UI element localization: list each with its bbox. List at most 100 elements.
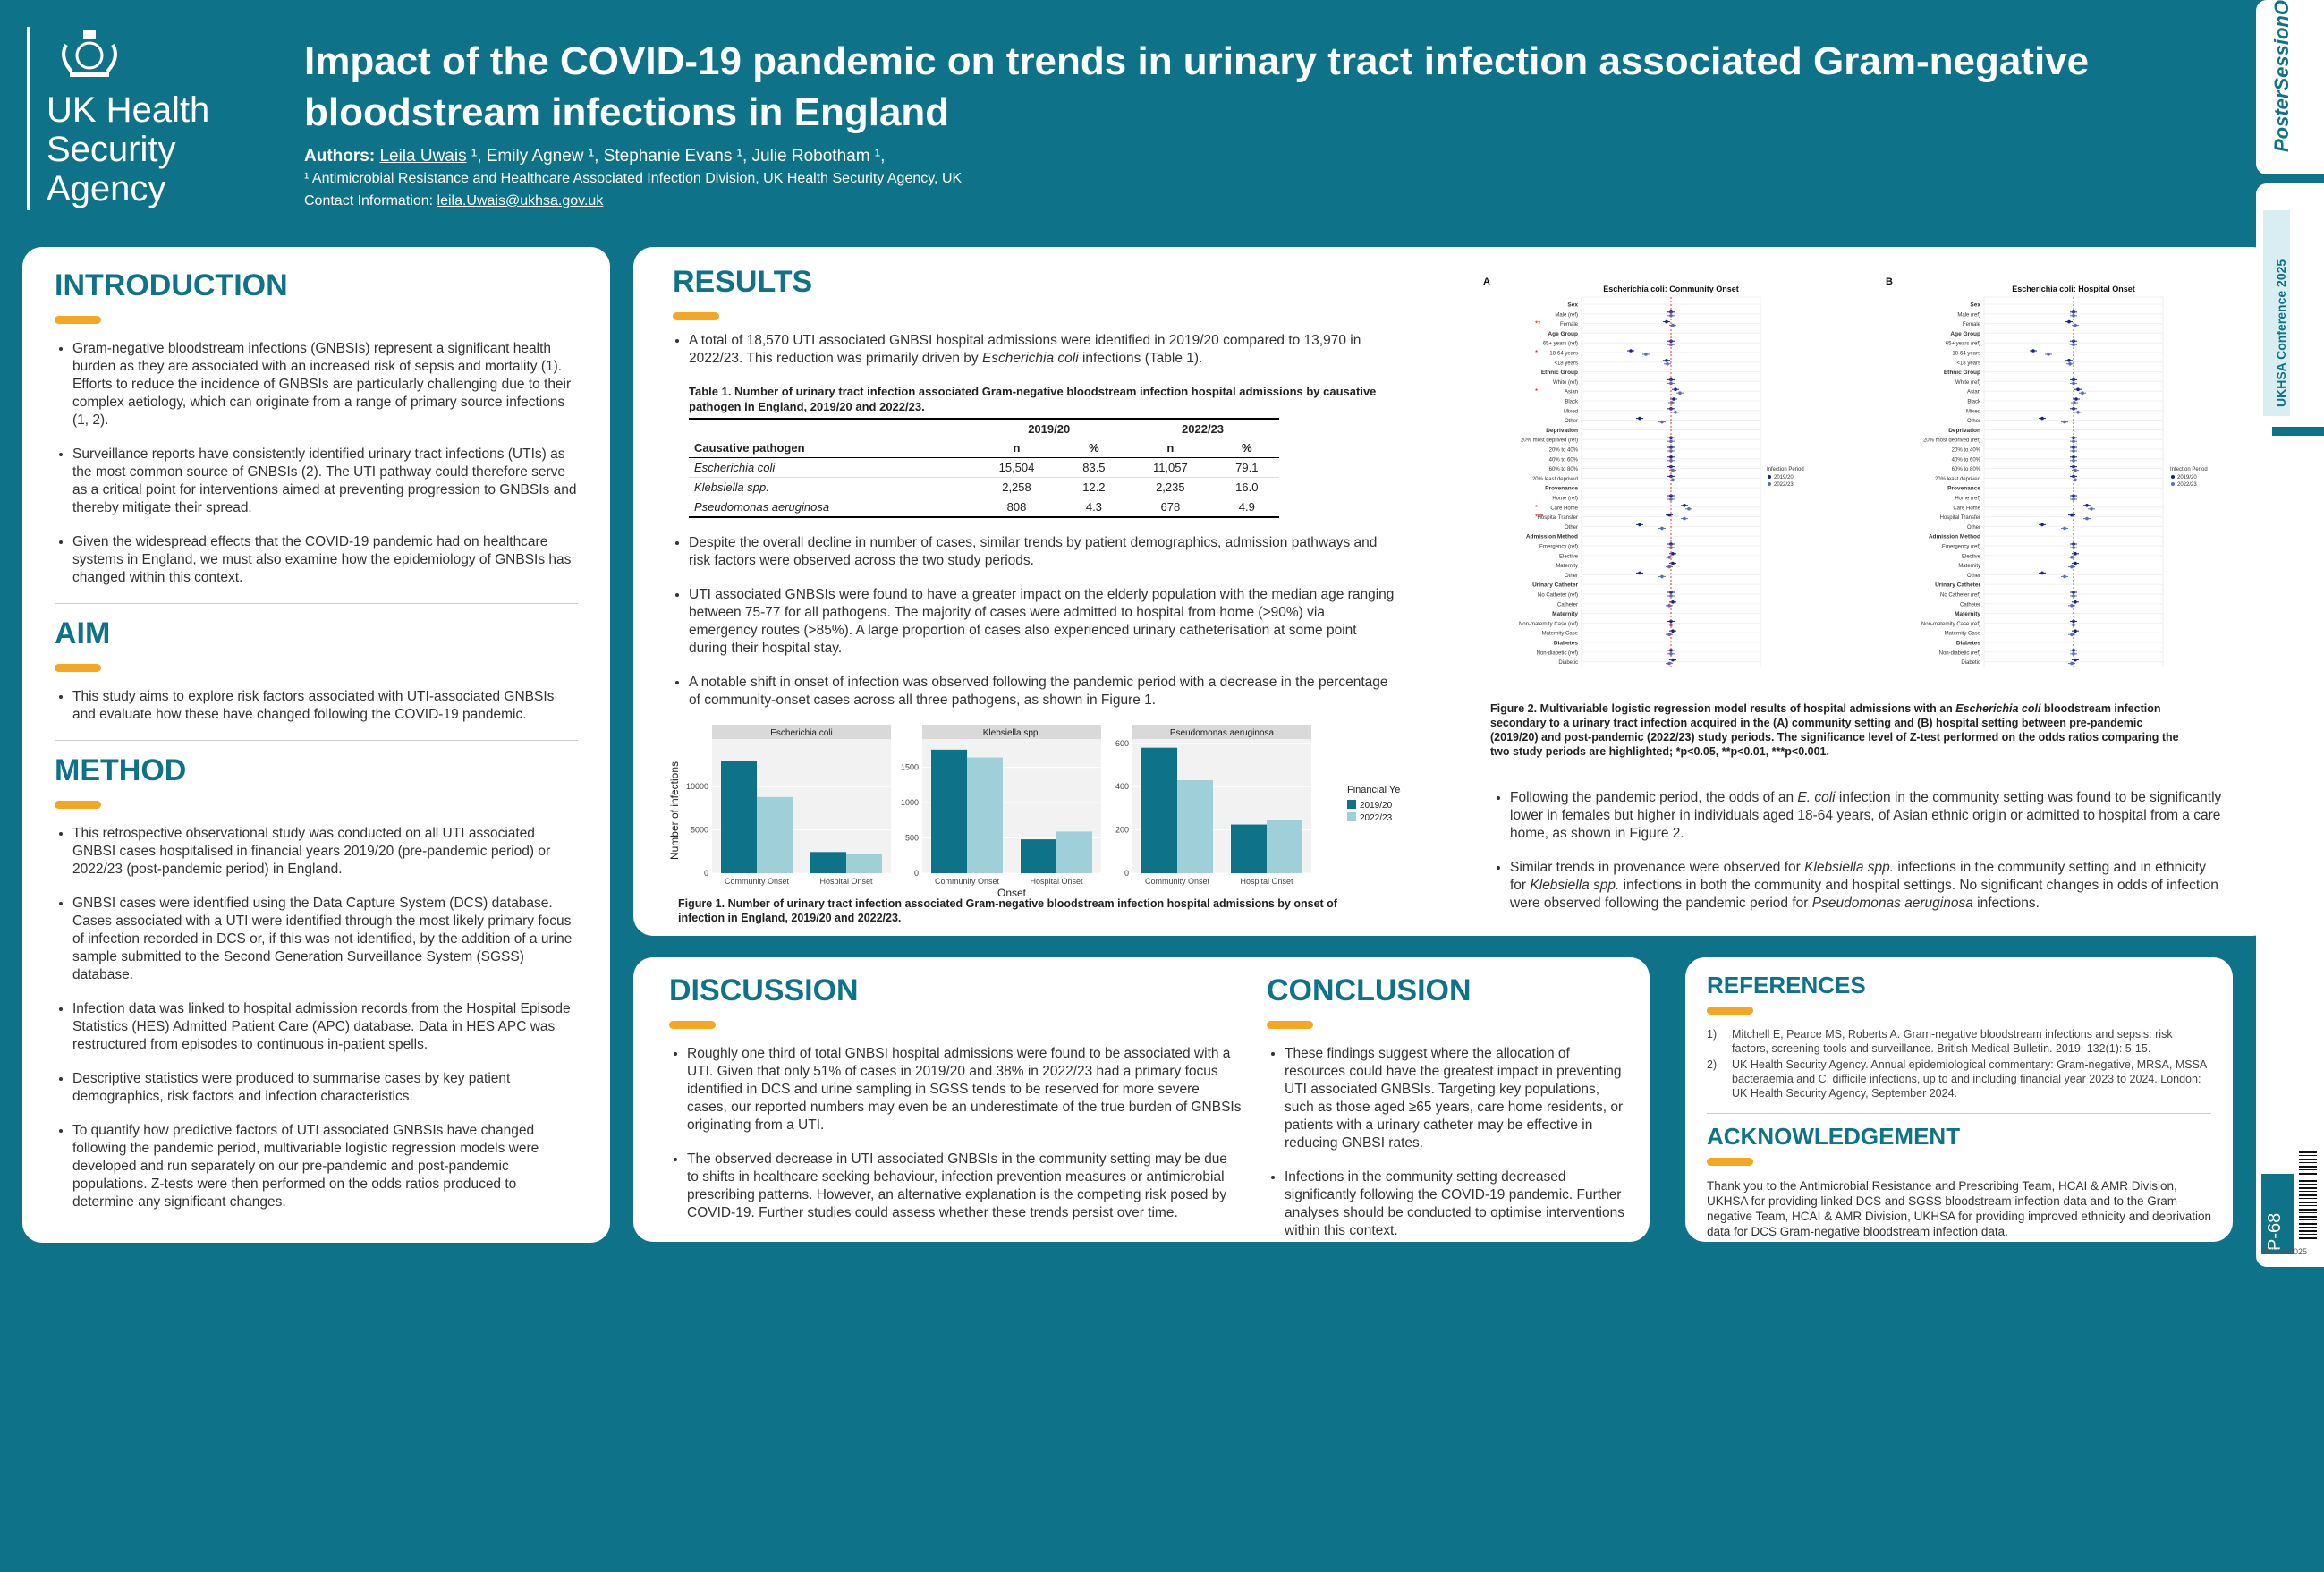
point xyxy=(1671,561,1675,565)
point xyxy=(1687,507,1691,511)
point xyxy=(2085,516,2089,521)
point xyxy=(1671,658,1675,662)
tick-label: 0 xyxy=(1124,869,1129,878)
introduction-list: Gram-negative bloodstream infections (GN… xyxy=(55,340,578,587)
row-label: Catheter xyxy=(1960,602,1980,608)
legend-marker xyxy=(1768,482,1771,486)
row-label: Maternity Case xyxy=(1945,632,1981,637)
list-item: To quantify how predictive factors of UT… xyxy=(72,1122,578,1211)
point xyxy=(2076,387,2080,391)
significance-marker: * xyxy=(1535,349,1538,357)
point xyxy=(2063,420,2066,424)
list-item: This study aims to explore risk factors … xyxy=(72,688,578,724)
row-label: 60% to 80% xyxy=(1549,467,1579,472)
results-heading: RESULTS xyxy=(673,265,813,299)
tick-label: Hospital Onset xyxy=(1030,877,1083,886)
point xyxy=(2074,600,2077,604)
point xyxy=(2074,561,2077,565)
tick-label: Hospital Onset xyxy=(819,877,873,886)
divider xyxy=(1707,1113,2211,1114)
point xyxy=(1669,649,1673,652)
row-label: Maternity xyxy=(1958,564,1980,569)
row-label: Maternity Case xyxy=(1542,632,1579,637)
row-label: <18 years xyxy=(1956,361,1980,366)
point xyxy=(1671,468,1675,472)
point xyxy=(2072,623,2075,627)
heading-accent xyxy=(1707,1007,1753,1015)
row-label: Non-diabetic (ref) xyxy=(1537,650,1578,656)
row-label: Non-maternity Case (ref) xyxy=(1519,622,1578,627)
references-panel: REFERENCES 1) Mitchell E, Pearce MS, Robe… xyxy=(1685,957,2233,1242)
authors-list: ¹, Emily Agnew ¹, Stephanie Evans ¹, Jul… xyxy=(466,147,886,166)
point xyxy=(2070,604,2074,608)
panel-title: Klebsiella spp. xyxy=(983,728,1040,738)
point xyxy=(1671,629,1675,633)
conference-strip[interactable]: UKHSA Conference 2025 xyxy=(2256,183,2324,427)
point xyxy=(2072,594,2075,598)
legend-title: Infection Period xyxy=(1767,467,1804,472)
author-link[interactable]: Leila Uwais xyxy=(379,147,467,166)
point xyxy=(2072,652,2075,656)
point xyxy=(1669,623,1673,627)
point xyxy=(1678,391,1682,395)
point xyxy=(1660,526,1664,531)
references-list: 1) Mitchell E, Pearce MS, Roberts A. Gram… xyxy=(1707,1027,2211,1100)
row-label: Mixed xyxy=(1564,409,1578,414)
tick-label: 5000 xyxy=(691,826,708,835)
row-label: 20% most deprived (ref) xyxy=(1923,438,1980,444)
row-label: Other xyxy=(1565,419,1578,424)
build-label: Build xyxy=(2276,1546,2289,1572)
row-label: White (ref) xyxy=(1955,380,1980,386)
point xyxy=(1667,661,1671,666)
legend-label: 2019/20 xyxy=(1360,801,1393,811)
divider xyxy=(55,740,578,741)
ukhsa-logo: UK Health Security Agency xyxy=(27,27,243,210)
row-label: Other xyxy=(1967,574,1980,579)
point xyxy=(2074,397,2078,401)
point xyxy=(1669,594,1673,598)
row-label: Urinary Catheter xyxy=(1532,582,1578,589)
legend-label: 2022/23 xyxy=(1774,482,1794,488)
plot-title: Escherichia coli: Hospital Onset xyxy=(2012,285,2135,293)
row-label: Home (ref) xyxy=(1955,497,1980,502)
bar xyxy=(1177,779,1213,873)
table-caption: Table 1. Number of urinary tract infecti… xyxy=(689,385,1377,413)
tick-label: Community Onset xyxy=(1145,877,1210,886)
poster-code: UKHSA2025 xyxy=(2261,1247,2308,1256)
authors-label: Authors: xyxy=(304,147,376,166)
poster-title: Impact of the COVID-19 pandemic on trend… xyxy=(304,39,2090,134)
point xyxy=(2067,319,2071,324)
contact-email-link[interactable]: leila.Uwais@ukhsa.gov.uk xyxy=(437,193,604,208)
pathogen-table: 2019/20 2022/23 Causative pathogen n % n… xyxy=(689,418,1279,518)
row-label: No Catheter (ref) xyxy=(1538,593,1578,599)
y-axis-label: Number of infections xyxy=(668,761,681,860)
point xyxy=(1669,591,1673,594)
row-label: 40% to 60% xyxy=(1952,457,1981,463)
point xyxy=(2070,633,2074,636)
table-col-header: % xyxy=(1242,441,1252,455)
point xyxy=(2081,391,2084,395)
tick-label: 0 xyxy=(704,869,708,878)
point xyxy=(2072,455,2075,459)
row-label: 40% to 60% xyxy=(1549,457,1579,463)
list-item: GNBSI cases were identified using the Da… xyxy=(72,895,578,984)
bar xyxy=(1141,747,1177,873)
significance-marker: * xyxy=(1535,504,1538,512)
panel-label: A xyxy=(1483,276,1490,287)
heading-accent xyxy=(55,316,101,324)
legend-swatch xyxy=(1347,812,1356,821)
panel-title: Pseudomonas aeruginosa xyxy=(1170,728,1275,738)
row-label: Black xyxy=(1967,400,1981,405)
tick-label: 1000 xyxy=(901,798,919,807)
bar xyxy=(1056,831,1092,873)
results-mid-list: Despite the overall decline in number of… xyxy=(671,534,1395,710)
row-label: Other xyxy=(1967,525,1980,531)
table-year-header: 2022/23 xyxy=(1182,422,1225,436)
row-label: Male (ref) xyxy=(1957,312,1980,318)
point xyxy=(2040,523,2044,527)
figure-2-forest-plot: A Escherichia coli: Community Onset Sex Mal… xyxy=(1483,276,2208,667)
bar xyxy=(1231,824,1267,873)
tick-label: 500 xyxy=(905,834,919,843)
row-label: 18-64 years xyxy=(1549,352,1578,357)
discussion-list: Roughly one third of total GNBSI hospita… xyxy=(669,1045,1242,1222)
